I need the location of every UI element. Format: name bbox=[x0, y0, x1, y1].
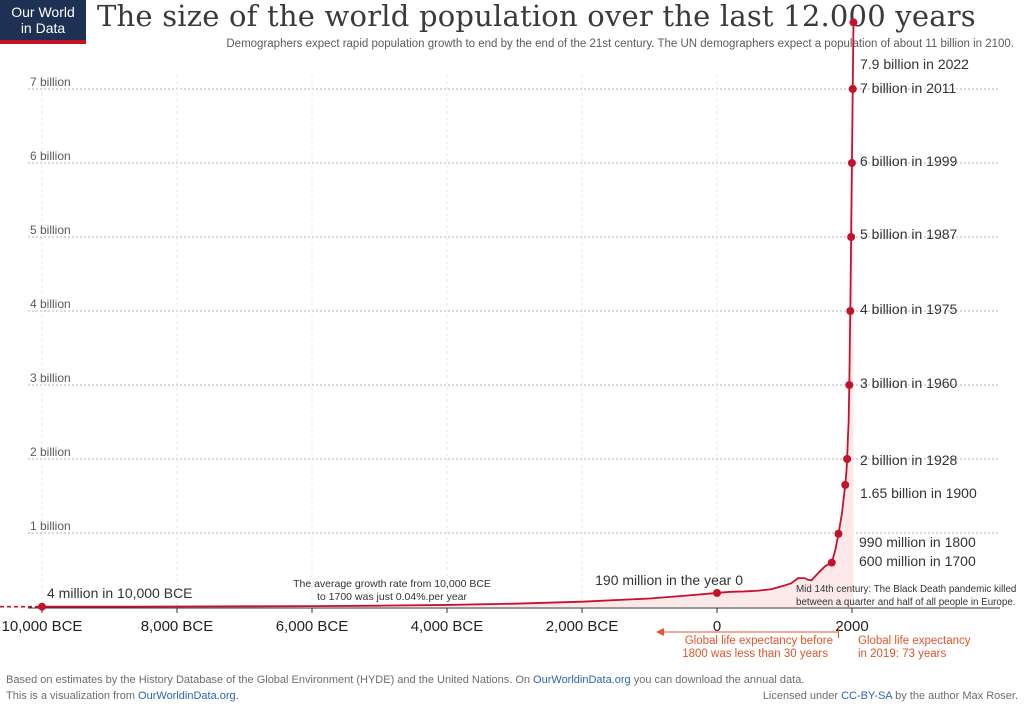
highlight-label: 5 billion in 1987 bbox=[860, 226, 958, 242]
life-expectancy-2019-line-2: in 2019: 73 years bbox=[858, 648, 946, 660]
highlight-label: 7.9 billion in 2022 bbox=[860, 56, 969, 72]
highlight-label: 600 million in 1700 bbox=[859, 553, 976, 569]
highlight-point bbox=[845, 381, 854, 389]
x-tick-label: 4,000 BCE bbox=[411, 618, 484, 635]
logo-line-1: Our World bbox=[11, 4, 75, 20]
population-line bbox=[41, 22, 855, 608]
x-tick-label: 10,000 BCE bbox=[2, 618, 83, 635]
highlight-point bbox=[841, 480, 850, 489]
highlight-point bbox=[846, 307, 855, 315]
x-tick-label: 2000 bbox=[835, 618, 868, 635]
y-tick-label: 2 billion bbox=[30, 445, 71, 459]
highlight-points bbox=[38, 18, 858, 611]
highlight-point bbox=[827, 558, 836, 567]
y-tick-label: 5 billion bbox=[30, 223, 71, 237]
visualization-note: This is a visualization from OurWorldinD… bbox=[6, 690, 239, 702]
viz-text-a: This is a visualization from bbox=[6, 690, 139, 702]
source-text-b: you can download the annual data. bbox=[630, 674, 805, 686]
license-link[interactable]: CC-BY-SA bbox=[841, 690, 893, 702]
highlight-label: 1.65 billion in 1900 bbox=[860, 485, 977, 501]
highlight-label: 990 million in 1800 bbox=[859, 534, 976, 550]
highlight-point bbox=[834, 529, 843, 538]
logo-accent-bar bbox=[0, 40, 86, 44]
highlight-label: 2 billion in 1928 bbox=[860, 452, 958, 468]
highlight-label: 190 million in the year 0 bbox=[595, 572, 743, 588]
logo-line-2: in Data bbox=[20, 20, 66, 36]
life-expectancy-2019-line-1: Global life expectancy bbox=[858, 635, 971, 647]
black-death-note-line-1: Mid 14th century: The Black Death pandem… bbox=[796, 584, 1016, 595]
highlight-point bbox=[38, 602, 46, 611]
viz-link[interactable]: OurWorldinData.org bbox=[138, 690, 236, 702]
highlight-label: 3 billion in 1960 bbox=[860, 375, 958, 391]
x-axis: 10,000 BCE 8,000 BCE 6,000 BCE 4,000 BCE 2,0… bbox=[2, 607, 1000, 635]
x-tick-label: 6,000 BCE bbox=[276, 618, 349, 635]
y-tick-label: 3 billion bbox=[30, 371, 71, 385]
license-text-b: by the author Max Roser. bbox=[892, 690, 1018, 702]
y-axis-labels: 1 billion 2 billion 3 billion 4 billion 5 bi… bbox=[30, 75, 71, 533]
highlight-label: 4 million in 10,000 BCE bbox=[47, 585, 193, 601]
line-layer bbox=[0, 22, 855, 608]
source-link[interactable]: OurWorldinData.org bbox=[533, 674, 631, 686]
highlight-point bbox=[713, 588, 721, 597]
highlight-point bbox=[847, 159, 856, 167]
x-tick-label: 2,000 BCE bbox=[546, 618, 619, 635]
highlight-label: 7 billion in 2011 bbox=[860, 80, 956, 96]
y-tick-label: 7 billion bbox=[30, 75, 71, 89]
y-tick-label: 4 billion bbox=[30, 297, 71, 311]
highlight-label: 6 billion in 1999 bbox=[860, 153, 958, 169]
growth-rate-note-line-2: to 1700 was just 0.04%.per year bbox=[317, 591, 468, 603]
life-expectancy-before-line-2: 1800 was less than 30 years bbox=[682, 648, 828, 660]
highlight-point bbox=[847, 233, 856, 241]
y-tick-label: 1 billion bbox=[30, 519, 71, 533]
life-expectancy-before-line-1: Global life expectancy before bbox=[685, 635, 833, 647]
grid bbox=[28, 75, 1000, 607]
highlight-label: 4 billion in 1975 bbox=[860, 301, 958, 317]
license-note: Licensed under CC-BY-SA by the author Ma… bbox=[763, 690, 1018, 702]
black-death-note-line-2: between a quarter and half of all people… bbox=[796, 597, 1016, 608]
highlight-labels: 4 million in 10,000 BCE 190 million in th… bbox=[47, 56, 977, 601]
x-tick-label: 8,000 BCE bbox=[141, 618, 214, 635]
life-expectancy-arrowhead bbox=[656, 628, 664, 636]
license-text-a: Licensed under bbox=[762, 690, 842, 702]
source-note: Based on estimates by the History Databa… bbox=[6, 674, 804, 686]
source-text-a: Based on estimates by the History Databa… bbox=[6, 674, 534, 686]
population-chart: 1 billion 2 billion 3 billion 4 billion 5 bi… bbox=[0, 18, 1016, 660]
area-layer bbox=[42, 22, 854, 607]
chart-subtitle: Demographers expect rapid population gro… bbox=[226, 38, 1014, 50]
growth-rate-note-line-1: The average growth rate from 10,000 BCE bbox=[293, 578, 491, 590]
highlight-point bbox=[843, 455, 852, 463]
highlight-point bbox=[848, 85, 857, 93]
population-area bbox=[42, 22, 854, 607]
y-tick-label: 6 billion bbox=[30, 149, 71, 163]
highlight-point bbox=[849, 18, 858, 27]
x-tick-label: 0 bbox=[713, 618, 721, 635]
owid-logo: Our World in Data bbox=[0, 0, 86, 44]
chart-title: The size of the world population over th… bbox=[97, 0, 976, 33]
viz-text-b: . bbox=[235, 690, 239, 702]
annotations: The average growth rate from 10,000 BCEt… bbox=[293, 578, 1016, 660]
